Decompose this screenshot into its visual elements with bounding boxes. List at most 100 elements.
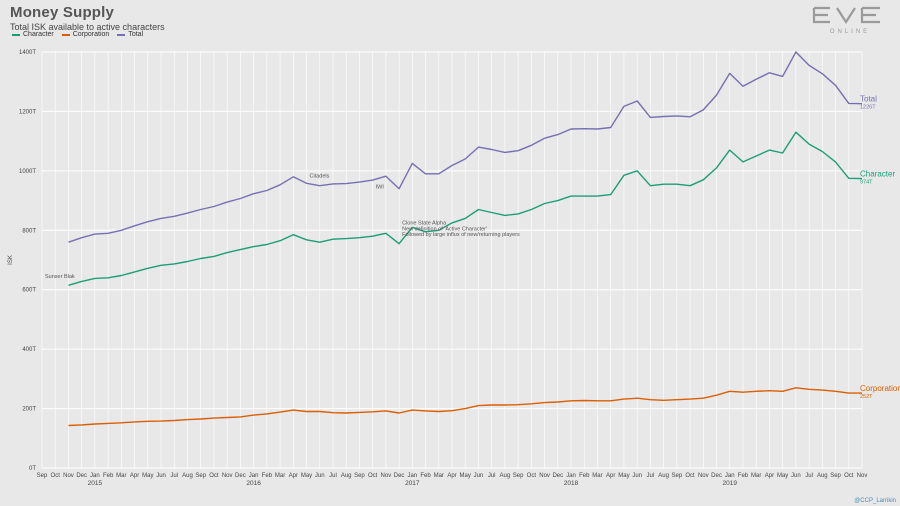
legend-label-corporation: Corporation [72, 31, 110, 38]
year-label: 2019 [723, 480, 738, 487]
x-tick-label: Dec [552, 473, 563, 479]
legend-swatch-total [117, 33, 126, 36]
x-tick-label: Oct [368, 473, 378, 479]
y-tick-label: 800T [22, 228, 36, 234]
x-tick-label: Nov [381, 473, 392, 479]
y-tick-label: 600T [22, 288, 36, 294]
chart-subtitle: Total ISK available to active characters [10, 22, 165, 32]
x-tick-label: Nov [63, 473, 74, 479]
annotation: Sunser Blak [45, 274, 75, 280]
annotation: Followed by large influx of new/returnin… [402, 232, 520, 238]
x-tick-label: Jul [805, 473, 813, 479]
series-line-corporation [68, 387, 862, 427]
x-tick-label: Jan [725, 473, 735, 479]
y-tick-label: 400T [22, 347, 36, 353]
x-tick-label: Mar [116, 473, 126, 479]
end-label-corporation: Corporation [860, 384, 900, 393]
x-tick-label: May [301, 473, 312, 479]
x-tick-label: Jan [566, 473, 576, 479]
end-label-total: Total [860, 95, 877, 104]
x-tick-label: Jan [407, 473, 417, 479]
x-tick-label: Sep [830, 473, 841, 479]
x-tick-label: Nov [222, 473, 233, 479]
annotation: New definition of 'Active Character' [402, 226, 487, 232]
x-tick-label: Dec [394, 473, 405, 479]
end-value-character: 974T [860, 180, 873, 186]
series-line-character [68, 131, 863, 286]
x-tick-label: Sep [354, 473, 365, 479]
x-tick-label: Mar [434, 473, 444, 479]
x-tick-label: Jun [791, 473, 801, 479]
x-tick-label: Nov [539, 473, 550, 479]
x-tick-label: Jun [156, 473, 166, 479]
x-tick-label: Nov [698, 473, 709, 479]
x-tick-label: Aug [341, 473, 352, 479]
x-tick-label: Sep [513, 473, 524, 479]
x-tick-label: Oct [527, 473, 537, 479]
x-tick-label: Oct [844, 473, 854, 479]
x-tick-label: Mar [592, 473, 602, 479]
x-tick-label: Mar [751, 473, 761, 479]
y-tick-label: 200T [22, 407, 36, 413]
legend-item-corporation: Corporation [61, 31, 110, 38]
x-tick-label: Jul [488, 473, 496, 479]
x-tick-label: Apr [765, 473, 774, 479]
legend-label-total: Total [128, 31, 144, 38]
legend-swatch-corporation [61, 33, 70, 36]
x-tick-label: Apr [606, 473, 615, 479]
twitter-credit[interactable]: @CCP_Larrikin [854, 498, 896, 504]
x-tick-label: Jul [647, 473, 655, 479]
x-tick-label: Dec [711, 473, 722, 479]
x-tick-label: Feb [579, 473, 590, 479]
legend-item-total: Total [117, 31, 143, 38]
x-tick-label: Feb [738, 473, 749, 479]
y-tick-label: 0T [29, 466, 36, 472]
y-tick-label: 1400T [19, 50, 36, 56]
x-tick-label: Aug [182, 473, 193, 479]
x-tick-label: Sep [671, 473, 682, 479]
x-tick-label: Feb [262, 473, 273, 479]
x-tick-label: Aug [658, 473, 669, 479]
year-label: 2016 [246, 480, 261, 487]
x-tick-label: Apr [447, 473, 456, 479]
year-label: 2015 [88, 480, 103, 487]
legend-swatch-character [12, 33, 20, 36]
annotation: Clone State Alpha [402, 220, 447, 226]
x-tick-label: Jun [315, 473, 325, 479]
x-tick-label: May [777, 473, 788, 479]
year-label: 2018 [564, 480, 579, 487]
y-tick-label: 1200T [19, 109, 36, 115]
x-tick-label: Feb [103, 473, 114, 479]
x-tick-label: May [618, 473, 629, 479]
x-tick-label: Oct [209, 473, 219, 479]
series-line-total [68, 51, 863, 243]
x-tick-label: Jul [329, 473, 337, 479]
x-tick-label: Apr [130, 473, 139, 479]
chart-title: Money Supply [10, 4, 115, 21]
logo-subtext: ONLINE [830, 29, 870, 35]
annotation: Citadels [310, 173, 330, 179]
end-value-total: 1226T [860, 105, 876, 111]
x-tick-label: Nov [857, 473, 868, 479]
x-tick-label: Jan [90, 473, 100, 479]
y-tick-label: 1000T [19, 169, 36, 175]
x-tick-label: Jun [474, 473, 484, 479]
x-tick-label: Sep [37, 473, 48, 479]
x-tick-label: Jun [632, 473, 642, 479]
x-tick-label: Dec [76, 473, 87, 479]
x-tick-label: Feb [420, 473, 431, 479]
y-axis-label: ISK [8, 255, 14, 265]
end-label-character: Character [860, 170, 895, 179]
x-tick-label: May [142, 473, 153, 479]
eve-online-logo: ONLINE [812, 6, 880, 35]
x-tick-label: Aug [500, 473, 511, 479]
legend-label-character: Character [23, 31, 54, 38]
x-tick-label: Oct [685, 473, 695, 479]
x-tick-label: Apr [289, 473, 298, 479]
x-tick-label: Jul [170, 473, 178, 479]
end-value-corporation: 252T [860, 394, 873, 400]
legend-item-character: Character [12, 31, 54, 38]
x-tick-label: Oct [51, 473, 61, 479]
x-tick-label: Sep [195, 473, 206, 479]
